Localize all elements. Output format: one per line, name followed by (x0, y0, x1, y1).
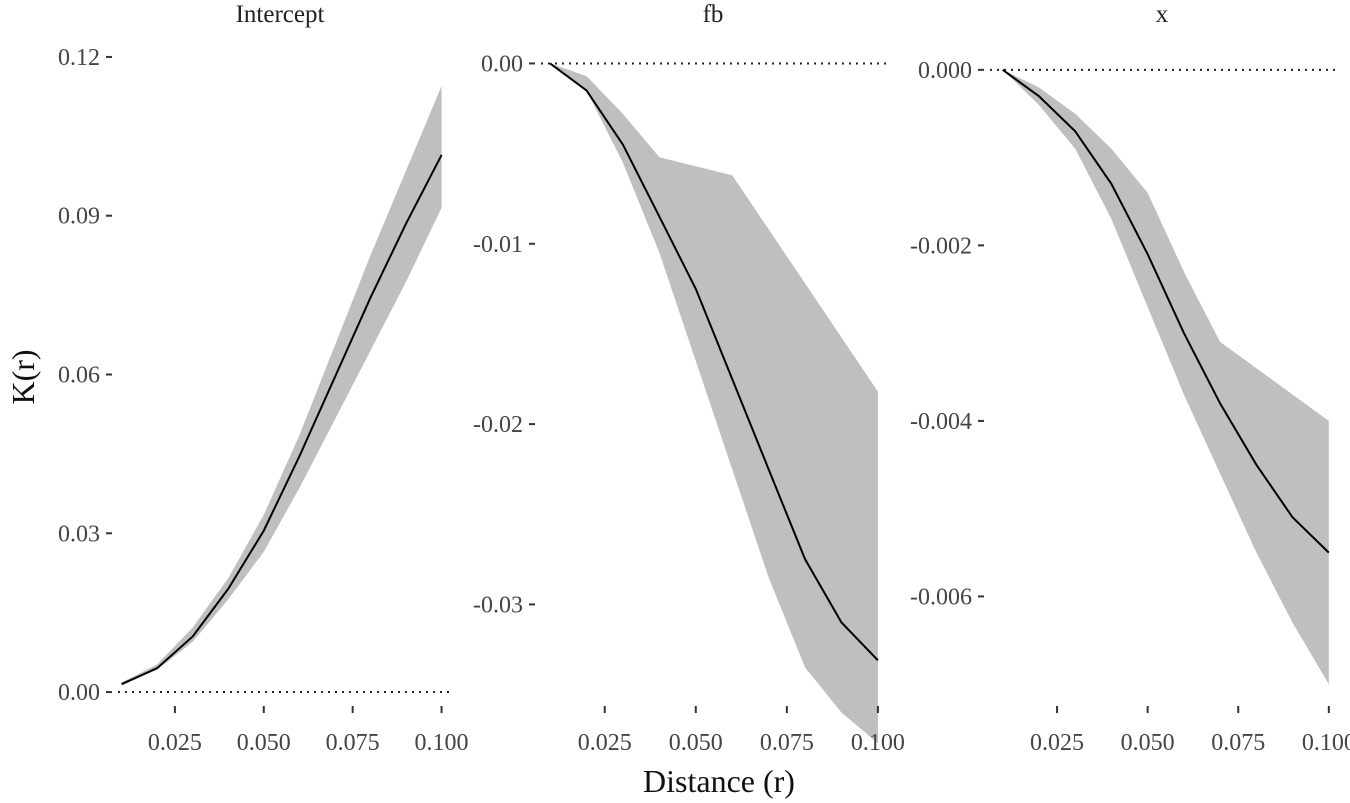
y-tick-label: 0.12 (58, 45, 100, 71)
x-tick-label: 0.025 (578, 730, 632, 756)
y-tick-label: -0.002 (910, 233, 972, 259)
panel-title: x (1156, 1, 1169, 28)
panel-title: fb (703, 1, 724, 28)
x-tick-label: 0.050 (669, 730, 723, 756)
confidence-band (121, 86, 442, 686)
y-tick-label: 0.00 (481, 51, 523, 77)
estimate-line (1002, 68, 1330, 554)
x-tick-label: 0.050 (1121, 730, 1175, 756)
x-axis-title: Distance (r) (643, 763, 795, 799)
x-tick-label: 0.075 (326, 730, 380, 756)
y-tick-label: 0.06 (58, 362, 100, 388)
x-tick-label: 0.025 (1030, 730, 1084, 756)
panel-3: x 0.000 -0.002 -0.004 -0.006 0.025 0.050 0.075 0… (910, 1, 1350, 756)
estimate-line (121, 154, 443, 686)
y-tick-label: -0.03 (473, 592, 523, 618)
x-tick-label: 0.050 (237, 730, 291, 756)
panel-2: fb 0.00 -0.01 -0.02 -0.03 0.025 0.050 0.075 0.10… (473, 1, 905, 756)
y-tick-label: -0.006 (910, 584, 972, 610)
estimate-line (549, 62, 879, 661)
y-tick-label: -0.004 (910, 409, 972, 435)
confidence-band (550, 63, 878, 744)
x-tick-label: 0.075 (760, 730, 814, 756)
y-axis-title: K(r) (5, 349, 41, 404)
x-tick-label: 0.075 (1211, 730, 1265, 756)
x-tick-label: 0.100 (851, 730, 905, 756)
confidence-band (1002, 69, 1329, 685)
y-tick-label: 0.03 (58, 521, 100, 547)
x-tick-label: 0.025 (148, 730, 202, 756)
x-tick-label: 0.100 (415, 730, 469, 756)
panel-title: Intercept (236, 1, 325, 28)
x-tick-label: 0.100 (1302, 730, 1350, 756)
y-tick-label: -0.02 (473, 412, 523, 438)
y-tick-label: 0.00 (58, 680, 100, 706)
panel-1: Intercept 0.00 0.03 0.06 0.09 0.12 0.025 0.050 0… (58, 1, 469, 756)
y-tick-label: -0.01 (473, 232, 523, 258)
y-tick-label: 0.000 (918, 58, 972, 84)
y-tick-label: 0.09 (58, 204, 100, 230)
